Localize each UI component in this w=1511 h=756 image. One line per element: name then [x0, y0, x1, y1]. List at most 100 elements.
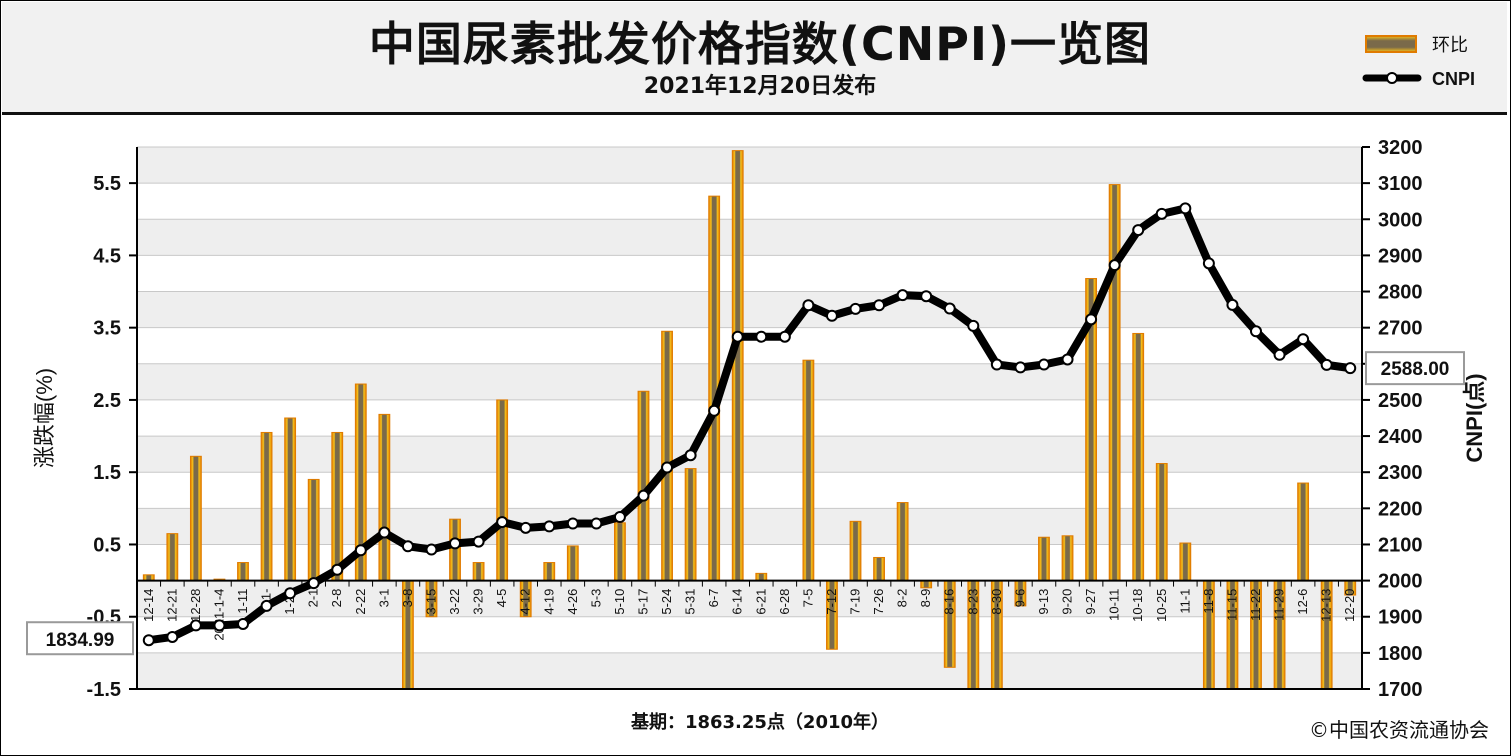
y2-tick-label: 2800 [1378, 282, 1423, 304]
cnpi-point-4-5 [496, 516, 509, 529]
grid-band [137, 291, 1362, 328]
bar-4-26 [566, 545, 579, 582]
bar-6-21 [755, 572, 768, 582]
x-tick-label: 5-17 [635, 589, 650, 615]
grid-band [137, 508, 1362, 545]
bar-3-22 [449, 518, 461, 582]
chart-title: 中国尿素批发价格指数(CNPI)一览图 [368, 17, 1152, 71]
x-tick-label: 10-25 [1154, 589, 1169, 622]
bar-series [142, 150, 1357, 690]
cnpi-point-11-1 [1179, 202, 1192, 215]
cnpi-point-6-28 [778, 330, 791, 343]
cnpi-point-11-29 [1273, 348, 1286, 361]
grid-band [137, 363, 1362, 400]
cnpi-point-1-25 [284, 587, 297, 600]
cnpi-point-8-9 [920, 290, 933, 303]
x-tick-label: 7-12 [824, 589, 839, 615]
title-header [2, 2, 1507, 115]
x-tick-label: 9-13 [1036, 589, 1051, 615]
y-tick-label: 0.5 [93, 534, 121, 556]
cnpi-point-9-27 [1085, 313, 1098, 326]
x-tick-label: 12-21 [164, 589, 179, 622]
copyright-note: ©中国农资流通协会 [1309, 718, 1489, 742]
x-tick-label: 7-19 [848, 589, 863, 615]
x-tick-label: 2-8 [329, 589, 344, 608]
bar-9-13 [1038, 536, 1050, 582]
left-y-tick-labels: 5.54.53.52.51.50.5-0.5-1.5 [87, 173, 137, 701]
y-tick-label: 1.5 [93, 462, 121, 484]
grid-band [137, 436, 1362, 473]
cnpi-point-6-21 [755, 330, 768, 343]
x-tick-label: 10-18 [1130, 589, 1145, 622]
y2-axis-label: CNPI(点) [1462, 373, 1487, 462]
x-tick-label: 3-29 [471, 589, 486, 615]
x-tick-label: 12-28 [188, 589, 203, 622]
start-value-label: 1834.99 [46, 630, 115, 651]
cnpi-point-12-14 [142, 634, 155, 647]
cnpi-point-5-24 [661, 461, 674, 474]
y2-tick-label: 2500 [1378, 390, 1423, 412]
cnpi-point-7-5 [802, 299, 815, 312]
cnpi-point-7-26 [873, 299, 886, 312]
x-tick-label: 11-22 [1248, 589, 1263, 621]
x-tick-label: 5-24 [659, 589, 674, 615]
x-tick-label: 11-15 [1224, 589, 1239, 621]
legend: 环比 CNPI [1362, 35, 1475, 89]
cnpi-point-1-18 [260, 599, 273, 612]
cnpi-point-8-23 [967, 319, 980, 332]
y2-tick-label: 2000 [1378, 571, 1423, 593]
x-tick-label: 6-7 [706, 589, 721, 608]
y2-tick-label: 2400 [1378, 426, 1423, 448]
cnpi-point-10-11 [1108, 259, 1121, 272]
bar-2-1 [307, 478, 320, 582]
bar-1-11 [237, 562, 249, 582]
x-tick-label: 2-22 [353, 589, 368, 615]
x-tick-label: 8-23 [965, 589, 980, 615]
x-tick-label: 6-14 [730, 589, 745, 615]
cnpi-point-2-22 [354, 544, 367, 557]
bar-11-1 [1179, 542, 1192, 582]
x-tick-label: 2-1 [306, 589, 321, 608]
x-tick-label: 8-9 [918, 589, 933, 608]
value-callouts: 1834.99 2588.00 [26, 351, 1465, 656]
bar-10-18 [1132, 332, 1145, 582]
x-tick-label: 6-28 [777, 589, 792, 615]
cnpi-point-6-7 [708, 404, 721, 417]
x-tick-labels: 12-14 12-21 12-28 2021-1-4 1-11 1- 1-25 2-1 2-8 2… [141, 589, 1357, 641]
x-tick-label: 9-20 [1060, 589, 1075, 615]
y2-tick-label: 2200 [1378, 498, 1423, 520]
x-tick-label: 5-10 [612, 589, 627, 615]
cnpi-point-11-22 [1249, 325, 1262, 338]
bar-3-1 [378, 413, 391, 582]
x-tick-label: 6-21 [753, 589, 768, 615]
cnpi-point-1-11 [237, 617, 250, 630]
y-tick-label: -1.5 [87, 679, 121, 701]
x-tick-label: 1-11 [235, 589, 250, 614]
y2-tick-label: 3100 [1378, 173, 1423, 195]
x-tick-label: 4-12 [518, 589, 533, 615]
cnpi-point-4-19 [543, 520, 556, 533]
cnpi-point-5-17 [637, 489, 650, 502]
cnpi-point-6-14 [731, 330, 744, 343]
x-tick-label: 5-31 [683, 589, 698, 615]
cnpi-point-3-22 [449, 537, 462, 550]
cnpi-point-12-21 [166, 630, 179, 643]
bar-8-2 [896, 502, 909, 582]
y-tick-label: 3.5 [93, 318, 121, 340]
cnpi-point-2021-1-4 [213, 619, 226, 632]
cnpi-point-4-26 [566, 517, 579, 530]
bar-1-18 [260, 431, 273, 582]
x-tick-label: 5-3 [588, 589, 603, 608]
cnpi-point-8-16 [943, 302, 956, 315]
bar-3-29 [472, 562, 485, 582]
y-axis-label: 涨跌幅(%) [32, 368, 57, 468]
x-tick-label: 12-6 [1295, 589, 1310, 615]
x-tick-label: 7-26 [871, 589, 886, 615]
cnpi-point-10-18 [1132, 224, 1145, 237]
y2-tick-label: 3200 [1378, 137, 1423, 159]
x-tick-label: 8-16 [942, 589, 957, 615]
x-tick-label: 1- [259, 589, 274, 601]
cnpi-point-12-28 [189, 619, 202, 632]
bar-6-14 [731, 150, 744, 582]
cnpi-point-5-10 [613, 511, 626, 524]
